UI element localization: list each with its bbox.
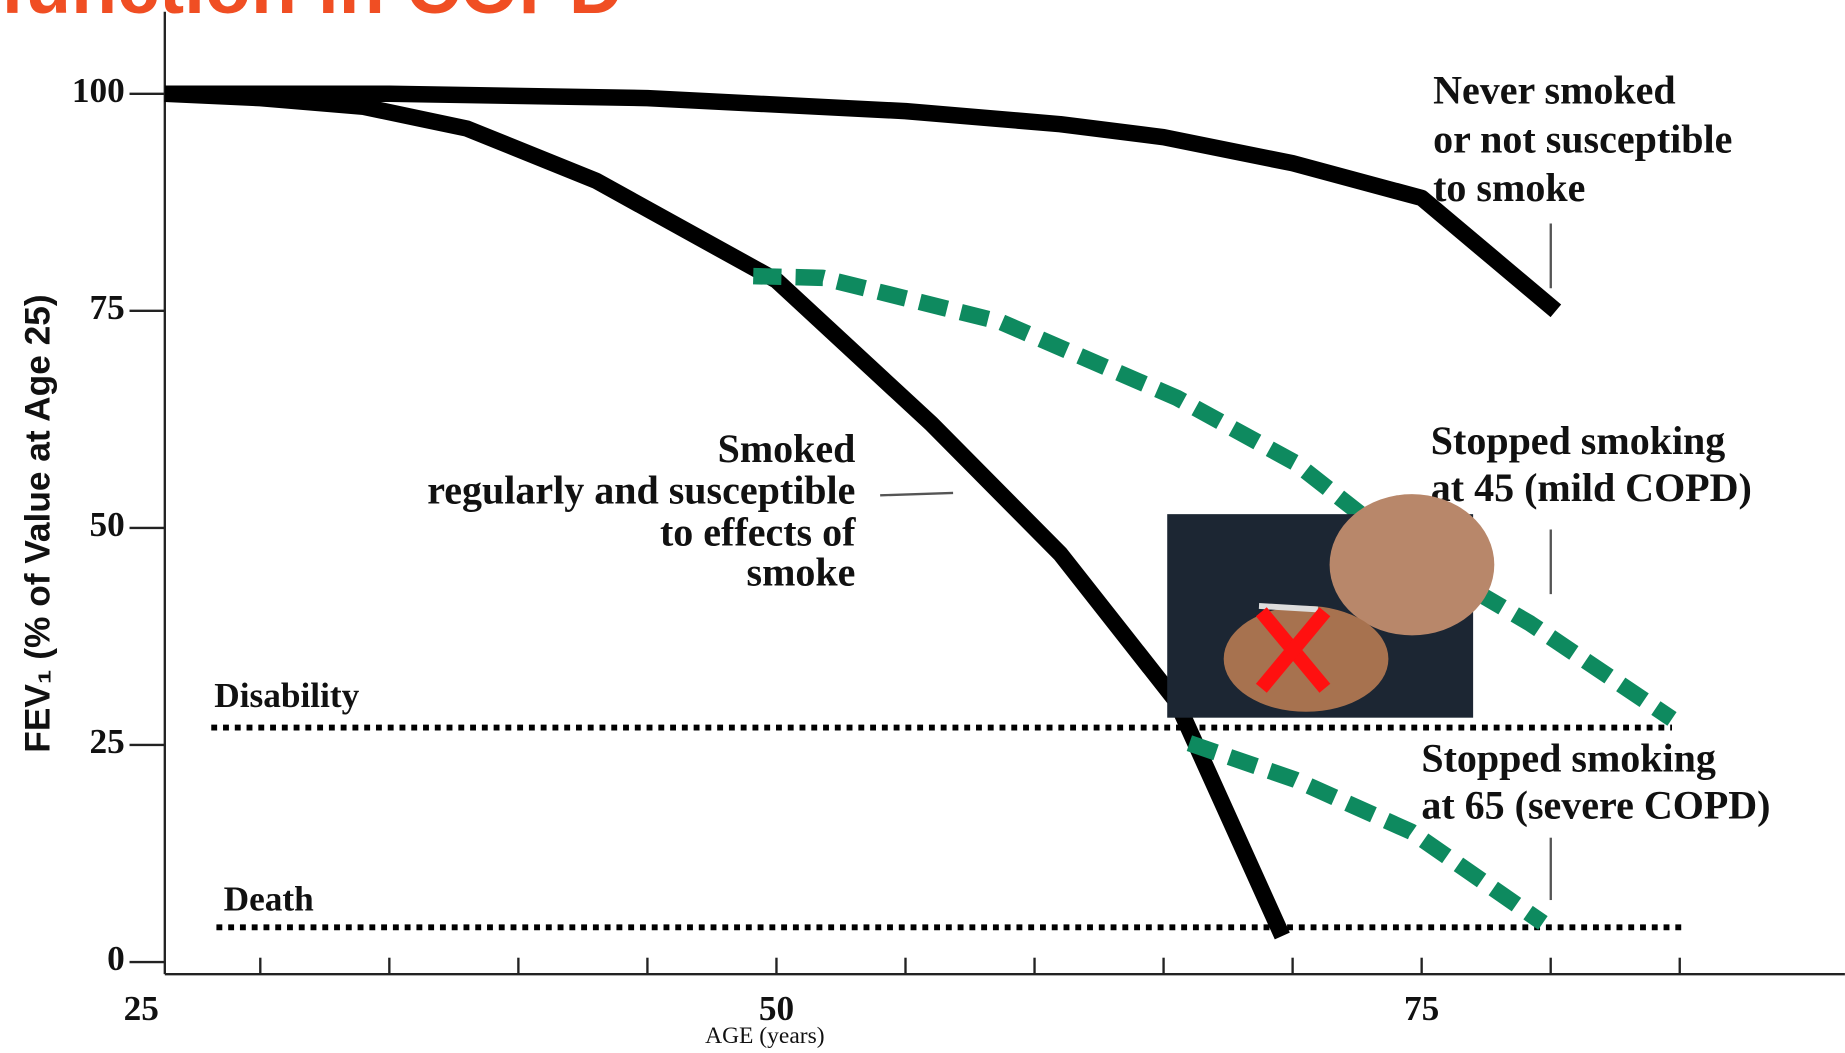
line bbox=[164, 85, 1290, 940]
series-label: regularly and susceptible bbox=[427, 467, 855, 512]
reference-label: Disability bbox=[214, 676, 359, 715]
series-label: or not susceptible bbox=[1433, 117, 1732, 162]
dashed-line bbox=[753, 267, 1677, 726]
chart-title: function in COPD bbox=[0, 0, 623, 29]
line bbox=[164, 85, 1562, 318]
y-tick-label: 75 bbox=[90, 288, 125, 327]
x-tick-label: 75 bbox=[1404, 989, 1439, 1028]
cross-mark bbox=[1255, 607, 1331, 693]
series-label: Stopped smoking bbox=[1421, 736, 1716, 781]
series-label: to effects of bbox=[660, 510, 856, 555]
photo bbox=[1167, 494, 1495, 718]
reference-label: Death bbox=[224, 879, 315, 918]
series-label: at 45 (mild COPD) bbox=[1431, 465, 1752, 510]
photo-face bbox=[1329, 494, 1495, 636]
series-label: at 65 (severe COPD) bbox=[1421, 783, 1770, 828]
leader-line bbox=[880, 491, 954, 497]
y-tick-label: 50 bbox=[90, 505, 125, 544]
x-tick-label: 50 bbox=[759, 989, 794, 1028]
dashed-line bbox=[1186, 735, 1548, 930]
series-label: to smoke bbox=[1433, 165, 1585, 210]
series-label: Stopped smoking bbox=[1431, 418, 1726, 463]
y-tick-label: 0 bbox=[107, 939, 125, 978]
series-label: smoke bbox=[747, 550, 856, 595]
series-label: Never smoked bbox=[1433, 67, 1676, 112]
y-axis-label: FEV₁ (% of Value at Age 25) bbox=[18, 294, 57, 752]
photo-cigarette bbox=[1258, 602, 1318, 613]
series-label: Smoked bbox=[718, 426, 856, 471]
x-axis-label: AGE (years) bbox=[705, 1023, 824, 1049]
y-tick-label: 25 bbox=[90, 722, 125, 761]
y-tick-label: 100 bbox=[72, 71, 125, 110]
x-tick-label: 25 bbox=[124, 989, 159, 1028]
